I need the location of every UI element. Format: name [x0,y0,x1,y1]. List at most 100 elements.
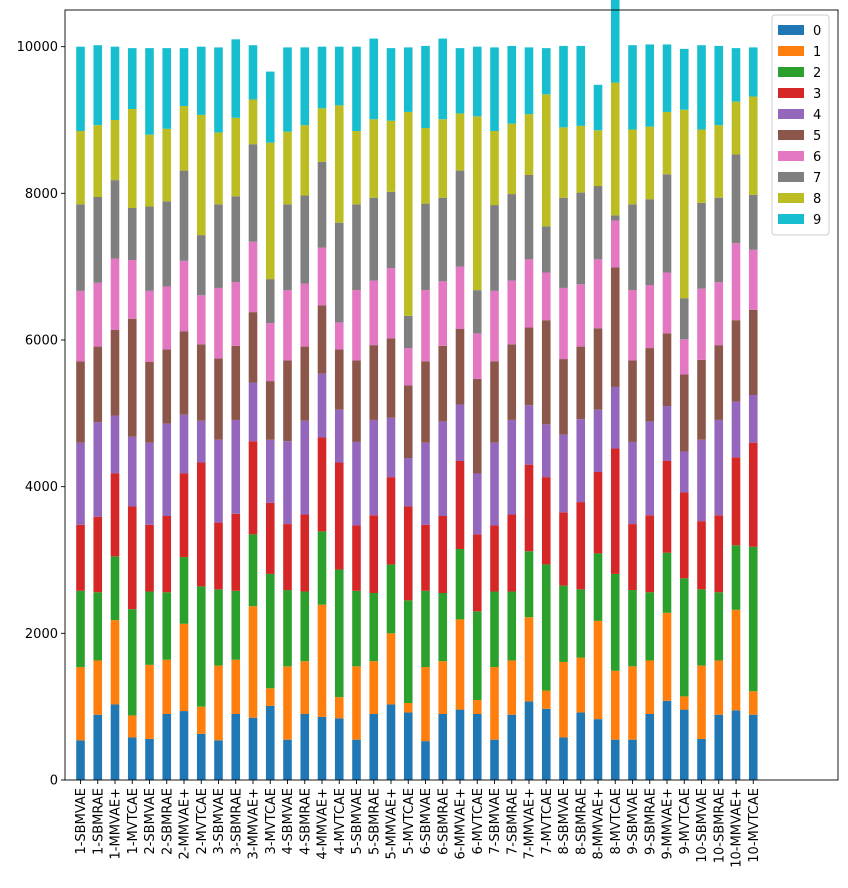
bar-segment [593,130,603,186]
bar-segment [110,704,120,780]
bar-segment [317,604,327,717]
bar-segment [300,514,310,592]
x-tick-label: 5-MMVAE+ [385,788,400,859]
bar-segment [576,712,586,780]
bar-segment [628,360,637,442]
bar-segment [386,338,396,418]
bar-segment [576,502,586,590]
bar-segment [283,441,292,525]
bar-segment [317,716,327,780]
bar-segment [490,525,499,592]
bar-segment [93,125,103,197]
legend-label: 4 [813,108,821,123]
bar-segment [524,175,534,260]
bar-segment [214,740,223,780]
bar-segment [196,706,206,734]
bar-segment [714,282,724,346]
x-tick-label: 1-SBMRAE [91,788,106,855]
x-tick-label: 7-SBMRAE [505,788,520,855]
bar-segment [524,405,534,465]
bar-segment [334,462,344,570]
bar-segment [455,709,465,780]
bar-segment [524,551,534,618]
bar-segment [559,737,568,780]
bar-segment [93,346,103,423]
bar-segment [162,423,172,516]
bar-segment [352,360,361,442]
bar-segment [593,620,603,720]
bar-segment [697,129,706,203]
x-tick-label: 4-MMVAE+ [316,788,331,859]
x-tick-label: 2-SBMRAE [160,788,175,855]
bar-segment [369,197,379,281]
bar-segment [231,659,241,714]
bar-segment [524,327,534,406]
bar-segment [145,664,154,739]
bar-segment [179,48,189,107]
bar-segment [93,660,103,715]
bar-segment [334,697,344,719]
bar-segment [196,295,206,345]
x-tick-label: 2-SBMVAE [143,788,158,855]
bar-segment [214,287,223,359]
bar-segment [76,442,85,525]
bar-segment [145,591,154,665]
bars-layer [76,0,758,780]
bar-segment [196,114,206,236]
bar-segment [386,704,396,780]
legend-label: 3 [813,87,821,102]
bar-segment [352,739,361,780]
bar-segment [145,442,154,525]
bar-segment [662,44,672,112]
bar-segment [162,714,172,780]
bar-segment [179,260,189,332]
bar-segment [283,590,292,667]
bar-segment [714,345,724,420]
bar-segment [334,569,344,698]
bar-segment [403,712,413,780]
bar-segment [231,39,241,118]
bar-segment [731,545,741,610]
bar-segment [403,385,413,459]
bar-segment [490,591,499,668]
x-tick-label: 6-MVTCAE [471,788,486,854]
legend-swatch [778,109,804,119]
bar-segment [317,46,327,109]
bar-segment [697,45,706,130]
bar-segment [76,590,85,668]
bar-segment [472,378,482,474]
legend-label: 2 [813,66,821,81]
bar-segment [352,525,361,591]
bar-segment [645,421,655,516]
bar-segment [559,45,568,128]
bar-segment [300,125,310,196]
bar-segment [610,670,620,740]
bar-segment [179,331,189,415]
bar-segment [438,421,448,516]
bar-segment [110,120,120,181]
x-tick-label: 9-MVTCAE [678,788,693,854]
bar-segment [472,534,482,612]
bar-segment [748,194,758,250]
bar-segment [438,197,448,282]
bar-segment [645,592,655,661]
bar-segment [490,667,499,740]
bar-segment [300,420,310,515]
bar-segment [127,506,137,610]
bar-segment [438,714,448,780]
bar-segment [300,591,310,662]
legend-label: 6 [813,150,821,165]
bar-segment [265,142,275,280]
bar-segment [214,204,223,288]
bar-segment [386,120,396,192]
bar-segment [455,48,465,114]
bar-segment [334,409,344,463]
bar-segment [248,382,258,442]
bar-segment [472,700,482,714]
x-tick-label: 6-MMVAE+ [454,788,469,859]
legend-swatch [778,25,804,35]
bar-segment [214,439,223,523]
bar-segment [559,512,568,586]
bar-segment [645,285,655,349]
